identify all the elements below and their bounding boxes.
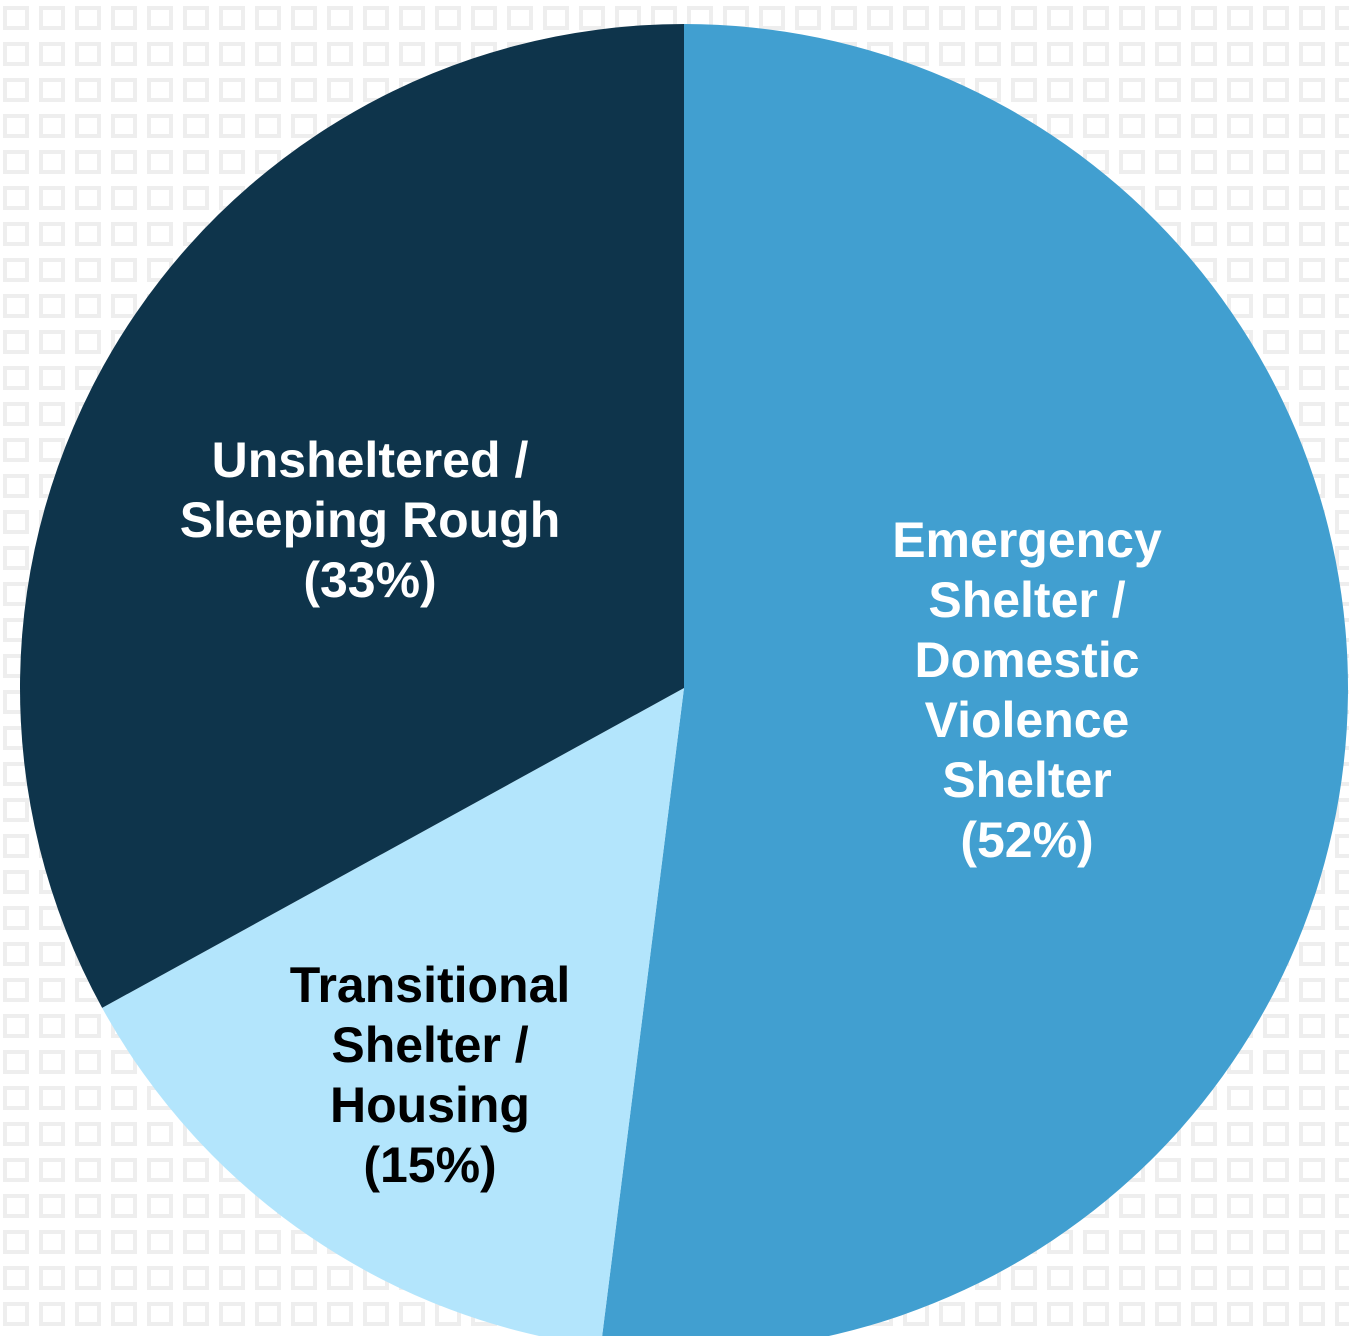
slice-label-box: Emergency Shelter / Domestic Violence Sh… [867,490,1187,890]
pie-slice [102,688,684,1336]
value-label: (52%) [960,812,1094,868]
pie-slice [602,24,1349,1336]
slice-label-box: Unsheltered / Sleeping Rough (33%) [150,400,590,640]
category-label: Emergency Shelter / Domestic Violence Sh… [892,512,1162,808]
slice-label: Transitional Shelter / Housing(15%) [265,930,595,1220]
value-label: (15%) [363,1137,497,1193]
slice-label: Unsheltered / Sleeping Rough(33%) [150,400,590,640]
slice-label-box: Transitional Shelter / Housing (15%) [265,930,595,1220]
slice-label: Emergency Shelter / Domestic Violence Sh… [867,490,1187,890]
value-label: (33%) [303,552,437,608]
category-label: Unsheltered / Sleeping Rough [179,432,561,548]
category-label: Transitional Shelter / Housing [289,957,571,1133]
pie-slice [20,24,685,1008]
